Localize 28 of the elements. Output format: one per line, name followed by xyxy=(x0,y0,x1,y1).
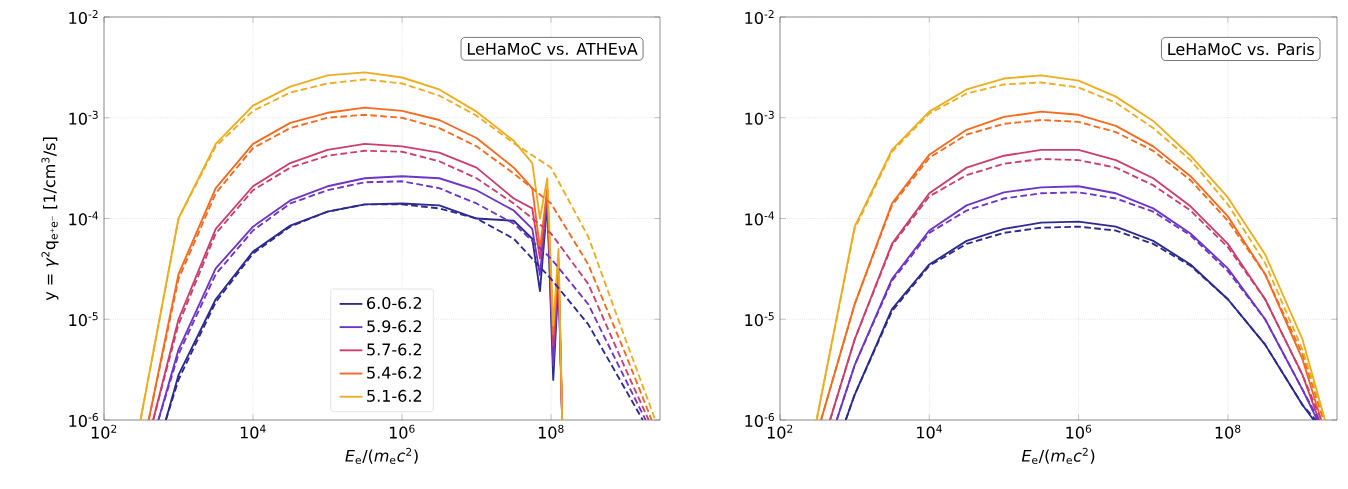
x-tick-label: 10$^{4}$ xyxy=(917,424,942,439)
y-tick-label: 10$^{-6}$ xyxy=(69,413,98,427)
y-axis-title: y = γ$^{2}$q$_{e⁺e⁻}$ [1/cm$^{3}$/s] xyxy=(41,137,59,301)
y-tick-label: 10$^{-3}$ xyxy=(745,110,774,125)
x-tick-label: 10$^{2}$ xyxy=(91,424,117,439)
x-tick-label: 10$^{6}$ xyxy=(389,424,415,439)
y-tick-label: 10$^{-5}$ xyxy=(745,312,774,327)
x-tick-label: 10$^{8}$ xyxy=(1215,424,1241,439)
y-tick-label: 10$^{-2}$ xyxy=(69,10,98,24)
legend-label: 6.0-6.2 xyxy=(367,296,422,310)
legend-label: 5.7-6.2 xyxy=(367,343,422,356)
annotation: LeHaMoC vs. Paris xyxy=(1168,42,1314,56)
x-axis-title: E$_{e}$/(m$_{e}$c$^{2}$) xyxy=(1021,447,1095,465)
y-tick-label: 10$^{-4}$ xyxy=(745,211,775,226)
legend-label: 5.9-6.2 xyxy=(367,320,422,333)
annotation: LeHaMoC vs. ATHEνA xyxy=(467,42,638,55)
y-tick-label: 10$^{-4}$ xyxy=(69,211,99,226)
legend-label: 5.4-6.2 xyxy=(367,366,422,379)
x-tick-label: 10$^{4}$ xyxy=(240,424,266,439)
x-tick-label: 10$^{6}$ xyxy=(1066,424,1092,439)
x-tick-label: 10$^{8}$ xyxy=(538,424,564,439)
y-tick-label: 10$^{-5}$ xyxy=(69,312,98,327)
legend-label: 5.1-6.2 xyxy=(367,389,422,402)
x-axis-title: E$_{e}$/(m$_{e}$c$^{2}$) xyxy=(345,447,418,465)
y-tick-label: 10$^{-2}$ xyxy=(745,10,774,24)
y-tick-label: 10$^{-6}$ xyxy=(745,413,774,427)
y-tick-label: 10$^{-3}$ xyxy=(69,110,98,125)
x-tick-label: 10$^{2}$ xyxy=(767,424,793,439)
